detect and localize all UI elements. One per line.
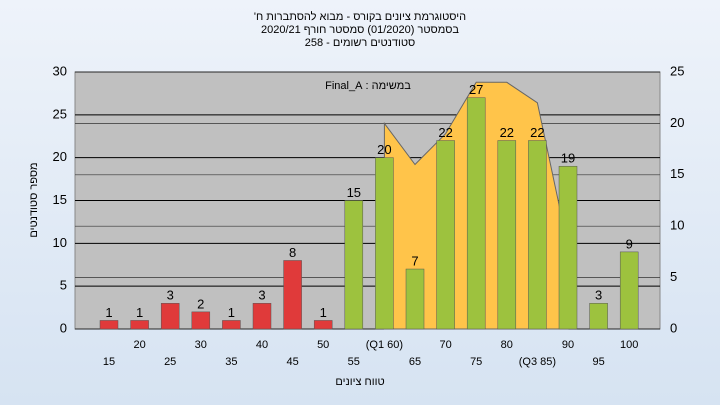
bar [222, 320, 241, 330]
bar [313, 320, 333, 330]
bar [191, 311, 211, 330]
bar [558, 165, 578, 330]
data-label: 9 [626, 236, 633, 251]
x-tick-label: 100 [620, 339, 638, 351]
data-label: 3 [595, 288, 602, 303]
data-label: 27 [469, 82, 483, 97]
y2-tick-label: 25 [670, 63, 684, 78]
x-tick-label: 50 [317, 339, 329, 351]
bar [589, 303, 608, 330]
y2-tick-label: 0 [670, 320, 677, 335]
bar [130, 320, 149, 330]
x-tick-label: 20 [133, 339, 145, 351]
x-axis-label: טווח ציונים [335, 376, 384, 388]
data-label: 22 [500, 125, 514, 140]
bar [160, 303, 180, 330]
y2-tick-label: 20 [670, 115, 684, 130]
x-tick-label: 25 [164, 356, 176, 368]
bar [528, 140, 547, 330]
x-tick-label: 15 [103, 356, 115, 368]
x-tick-label: 45 [286, 356, 298, 368]
bar [619, 251, 639, 330]
data-label: 1 [320, 305, 327, 320]
annotation: במשימה : Final_A [325, 80, 411, 92]
y-axis-label: מספר סטודנטים [28, 162, 40, 237]
chart-subtitle: בסמסטר (01/2020) סמסטר חורף 2020/21 [261, 24, 459, 36]
data-label: 22 [438, 125, 452, 140]
x-tick-label: 90 [562, 339, 574, 351]
data-label: 2 [197, 296, 204, 311]
y2-tick-label: 15 [670, 166, 684, 181]
data-label: 22 [530, 125, 544, 140]
x-tick-label: (Q1 60) [366, 339, 403, 351]
chart-subtitle: סטודנטים רשומים - 258 [305, 37, 416, 49]
y-tick-label: 20 [53, 149, 67, 164]
x-tick-label: 75 [470, 356, 482, 368]
x-tick-label: 35 [225, 356, 237, 368]
x-tick-label: 65 [409, 356, 421, 368]
y-tick-label: 10 [53, 235, 67, 250]
y-tick-label: 25 [53, 106, 67, 121]
chart-title: היסטוגרמת ציונים בקורס - מבוא להסתברות ח… [254, 10, 466, 23]
bar [375, 157, 394, 330]
data-label: 20 [377, 142, 391, 157]
bar [283, 260, 302, 330]
bar [497, 140, 517, 330]
y-tick-label: 15 [53, 192, 67, 207]
bar [252, 303, 272, 330]
x-tick-label: 70 [439, 339, 451, 351]
data-label: 3 [167, 288, 174, 303]
x-tick-label: 80 [501, 339, 513, 351]
data-label: 1 [136, 305, 143, 320]
data-label: 1 [228, 305, 235, 320]
bar [99, 320, 119, 330]
bar [405, 268, 425, 330]
data-label: 8 [289, 245, 296, 260]
y-tick-label: 5 [60, 278, 67, 293]
y2-tick-label: 5 [670, 269, 677, 284]
x-tick-label: 95 [592, 356, 604, 368]
y2-tick-label: 10 [670, 218, 684, 233]
bar [466, 97, 486, 330]
x-tick-label: (Q3 85) [519, 356, 556, 368]
data-label: 1 [105, 305, 112, 320]
x-tick-label: 40 [256, 339, 268, 351]
data-label: 15 [347, 185, 361, 200]
bar [436, 140, 455, 330]
data-label: 3 [258, 288, 265, 303]
y-tick-label: 30 [53, 63, 67, 78]
x-tick-label: 30 [195, 339, 207, 351]
data-label: 7 [411, 253, 418, 268]
data-label: 19 [561, 151, 575, 166]
y-tick-label: 0 [60, 320, 67, 335]
bar [344, 200, 364, 330]
x-tick-label: 55 [348, 356, 360, 368]
